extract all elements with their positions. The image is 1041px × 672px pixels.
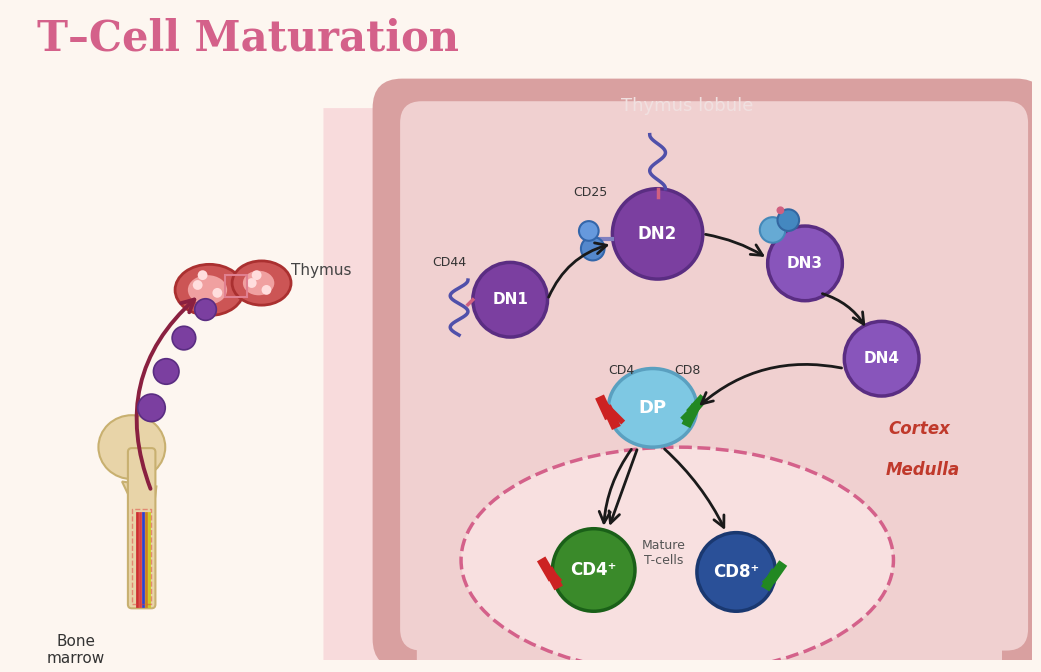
Circle shape <box>612 189 703 279</box>
Circle shape <box>195 299 217 321</box>
Polygon shape <box>962 103 1032 344</box>
Ellipse shape <box>461 447 893 672</box>
Polygon shape <box>122 482 156 511</box>
Ellipse shape <box>608 368 696 447</box>
Ellipse shape <box>243 271 275 295</box>
FancyArrowPatch shape <box>136 300 195 489</box>
FancyArrowPatch shape <box>600 450 632 523</box>
Circle shape <box>844 321 919 396</box>
Text: CD44: CD44 <box>432 256 466 269</box>
Circle shape <box>579 221 599 241</box>
Circle shape <box>777 206 784 214</box>
Text: DP: DP <box>638 398 666 417</box>
Circle shape <box>261 285 272 295</box>
Text: DN1: DN1 <box>492 292 528 307</box>
FancyArrowPatch shape <box>706 235 763 255</box>
Circle shape <box>212 288 222 298</box>
Text: CD8⁺: CD8⁺ <box>713 563 759 581</box>
Text: Bone
marrow: Bone marrow <box>47 634 105 666</box>
Circle shape <box>137 394 166 421</box>
FancyArrowPatch shape <box>822 294 864 324</box>
Text: CD4⁺: CD4⁺ <box>570 561 617 579</box>
Ellipse shape <box>187 275 227 304</box>
Text: Mature
T-cells: Mature T-cells <box>641 539 685 567</box>
Circle shape <box>193 280 203 290</box>
Circle shape <box>581 237 605 261</box>
Ellipse shape <box>232 261 291 305</box>
Text: DN4: DN4 <box>864 351 899 366</box>
Circle shape <box>696 533 776 612</box>
Text: Thymus lobule: Thymus lobule <box>620 97 754 115</box>
Ellipse shape <box>99 415 166 479</box>
Circle shape <box>778 209 799 231</box>
Text: T–Cell Maturation: T–Cell Maturation <box>36 17 458 60</box>
Circle shape <box>760 217 785 243</box>
Circle shape <box>252 270 261 280</box>
Circle shape <box>172 327 196 350</box>
Text: DN3: DN3 <box>787 256 823 271</box>
Text: Cortex: Cortex <box>889 421 950 438</box>
FancyBboxPatch shape <box>400 101 1029 650</box>
Circle shape <box>198 270 207 280</box>
Circle shape <box>153 359 179 384</box>
Text: CD8: CD8 <box>674 364 701 377</box>
FancyBboxPatch shape <box>407 113 1012 644</box>
FancyBboxPatch shape <box>373 79 1041 668</box>
FancyBboxPatch shape <box>128 448 155 608</box>
Text: CD4: CD4 <box>608 364 634 377</box>
Text: Thymus: Thymus <box>291 263 352 278</box>
Circle shape <box>247 278 257 288</box>
FancyArrowPatch shape <box>664 449 723 528</box>
Polygon shape <box>392 87 1032 661</box>
Text: Medulla: Medulla <box>886 461 960 478</box>
Polygon shape <box>324 108 696 661</box>
Circle shape <box>553 529 635 612</box>
Text: CD25: CD25 <box>574 186 608 199</box>
Circle shape <box>473 262 548 337</box>
FancyArrowPatch shape <box>549 243 607 297</box>
Ellipse shape <box>175 264 244 315</box>
Circle shape <box>767 226 842 300</box>
Polygon shape <box>416 106 1001 661</box>
Polygon shape <box>416 491 1001 661</box>
Text: DN2: DN2 <box>638 225 678 243</box>
FancyArrowPatch shape <box>702 364 841 404</box>
FancyArrowPatch shape <box>609 450 637 523</box>
